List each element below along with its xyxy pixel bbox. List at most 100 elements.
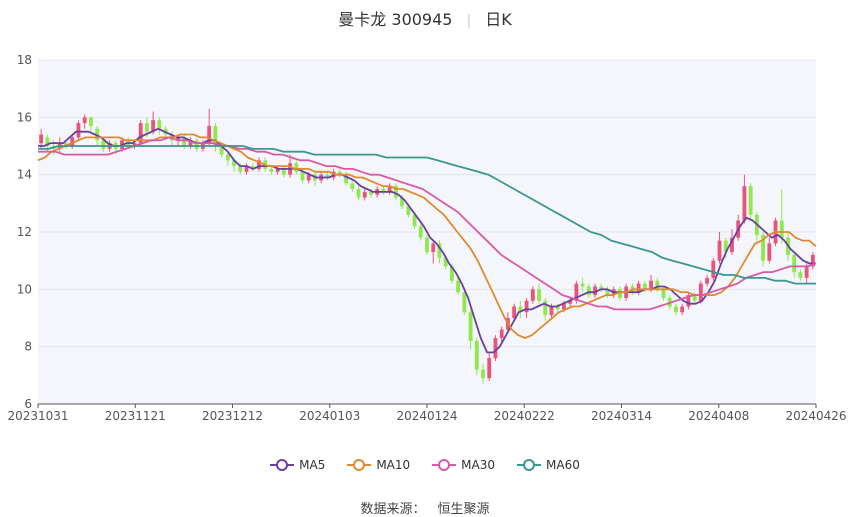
candle[interactable] xyxy=(674,303,678,316)
candle-body xyxy=(518,306,523,313)
candle[interactable] xyxy=(761,232,766,267)
candle[interactable] xyxy=(586,283,591,298)
candle[interactable] xyxy=(779,189,784,244)
x-tick-label: 20231212 xyxy=(202,409,263,423)
candle[interactable] xyxy=(250,163,255,172)
candle[interactable] xyxy=(711,257,716,281)
candle[interactable] xyxy=(381,186,386,195)
candle-body xyxy=(406,206,411,215)
legend-item-ma60[interactable]: MA60 xyxy=(517,458,580,472)
candle[interactable] xyxy=(418,223,423,241)
candle-body xyxy=(412,214,417,227)
candle[interactable] xyxy=(431,240,436,264)
legend-item-ma10[interactable]: MA10 xyxy=(347,458,410,472)
candle-body xyxy=(362,191,367,198)
source-label: 数据来源： xyxy=(360,502,426,517)
candle[interactable] xyxy=(356,186,361,201)
candle-body xyxy=(337,171,342,175)
candle[interactable] xyxy=(468,309,473,350)
candle[interactable] xyxy=(530,286,535,304)
candle[interactable] xyxy=(698,280,703,304)
ma-line-ma60[interactable] xyxy=(38,145,816,285)
candle[interactable] xyxy=(605,286,610,298)
candle[interactable] xyxy=(456,277,461,296)
candle[interactable] xyxy=(76,120,81,141)
candle[interactable] xyxy=(325,171,330,181)
candle[interactable] xyxy=(138,120,143,146)
candle[interactable] xyxy=(213,123,218,152)
x-tick-label: 20231031 xyxy=(7,409,68,423)
candle[interactable] xyxy=(481,363,485,384)
candle[interactable] xyxy=(524,297,529,318)
candle[interactable] xyxy=(281,166,286,178)
candle[interactable] xyxy=(244,163,249,175)
y-tick-label: 6 xyxy=(24,397,32,411)
candle[interactable] xyxy=(580,277,585,293)
candle-body xyxy=(593,286,597,296)
candle[interactable] xyxy=(748,183,753,221)
candle[interactable] xyxy=(188,137,193,149)
candle[interactable] xyxy=(742,174,747,224)
candle[interactable] xyxy=(269,166,274,175)
candle-body xyxy=(300,171,305,181)
stock-name: 曼卡龙 300945 xyxy=(338,10,453,29)
candle[interactable] xyxy=(593,283,597,298)
candles xyxy=(39,108,815,384)
candle-body xyxy=(344,174,349,184)
candle[interactable] xyxy=(82,114,87,129)
candle[interactable] xyxy=(717,232,722,264)
candle[interactable] xyxy=(393,183,398,201)
data-source: 数据来源： 恒生聚源 xyxy=(0,498,850,517)
candle[interactable] xyxy=(225,151,230,167)
x-tick-label: 20240103 xyxy=(299,409,360,423)
candle[interactable] xyxy=(474,338,479,376)
candle-body xyxy=(269,168,274,172)
candle[interactable] xyxy=(692,292,697,304)
candle[interactable] xyxy=(493,335,498,361)
candle[interactable] xyxy=(88,117,93,132)
candle[interactable] xyxy=(686,292,691,310)
candle[interactable] xyxy=(337,168,342,178)
candle[interactable] xyxy=(425,234,429,255)
candle[interactable] xyxy=(518,300,523,318)
candle-body xyxy=(474,340,479,370)
candle[interactable] xyxy=(810,252,815,270)
candle[interactable] xyxy=(294,160,299,175)
candle[interactable] xyxy=(350,180,355,192)
candle-body xyxy=(151,120,156,132)
ma-line-ma30[interactable] xyxy=(38,136,817,311)
candle-body xyxy=(649,280,653,290)
y-axis-ticks: 6 8 10 12 14 16 18 xyxy=(17,53,32,411)
y-tick-label: 16 xyxy=(17,110,32,124)
candle[interactable] xyxy=(194,137,199,152)
candle[interactable] xyxy=(680,303,685,316)
candle[interactable] xyxy=(387,183,392,195)
legend-ma10-label: MA10 xyxy=(376,458,411,472)
legend-item-ma30[interactable]: MA30 xyxy=(432,458,495,472)
candle[interactable] xyxy=(618,286,622,301)
candle[interactable] xyxy=(275,166,280,175)
candle[interactable] xyxy=(599,283,604,293)
candle[interactable] xyxy=(437,240,442,264)
candle[interactable] xyxy=(257,157,261,172)
candle[interactable] xyxy=(362,189,367,201)
legend-item-ma5[interactable]: MA5 xyxy=(270,458,325,472)
candle[interactable] xyxy=(792,252,797,278)
ma-line-ma5[interactable] xyxy=(38,127,816,354)
candle[interactable] xyxy=(568,297,573,307)
candle[interactable] xyxy=(798,269,803,281)
candle[interactable] xyxy=(487,352,492,382)
candle-body xyxy=(138,123,143,144)
candle[interactable] xyxy=(462,289,467,316)
candle-body xyxy=(232,160,236,167)
candle[interactable] xyxy=(705,275,710,287)
candle[interactable] xyxy=(767,237,772,264)
candle[interactable] xyxy=(543,297,548,321)
candle[interactable] xyxy=(499,326,504,344)
candle[interactable] xyxy=(512,303,517,321)
candle-body xyxy=(213,125,218,146)
candle[interactable] xyxy=(537,283,541,304)
candle[interactable] xyxy=(157,117,162,135)
candle-body xyxy=(182,137,187,146)
